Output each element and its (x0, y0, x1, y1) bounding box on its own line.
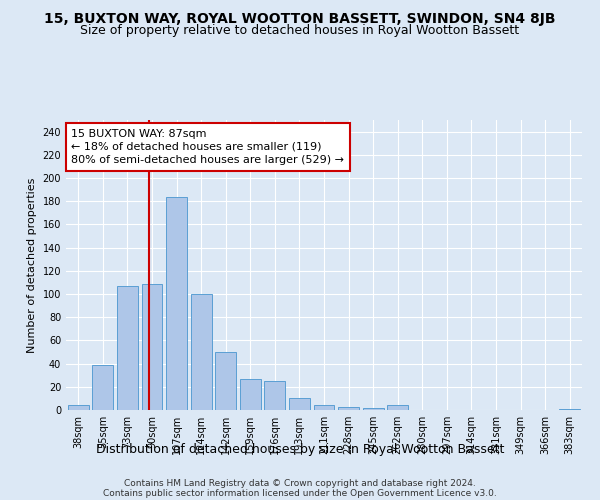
Bar (68, 406, 89, 410)
Bar (314, 406, 334, 410)
Bar (92, 365, 113, 410)
Text: Contains HM Land Registry data © Crown copyright and database right 2024.: Contains HM Land Registry data © Crown c… (124, 479, 476, 488)
Bar (559, 409, 580, 410)
Text: Contains public sector information licensed under the Open Government Licence v3: Contains public sector information licen… (103, 489, 497, 498)
Bar (265, 381, 286, 410)
Bar (387, 406, 408, 410)
Bar (215, 352, 236, 410)
Bar (166, 196, 187, 410)
Bar (289, 398, 310, 410)
Text: Size of property relative to detached houses in Royal Wootton Bassett: Size of property relative to detached ho… (80, 24, 520, 37)
Text: Distribution of detached houses by size in Royal Wootton Bassett: Distribution of detached houses by size … (96, 442, 504, 456)
Y-axis label: Number of detached properties: Number of detached properties (27, 178, 37, 352)
Bar (117, 286, 138, 410)
Bar (240, 378, 261, 410)
Bar (142, 284, 163, 410)
Bar (191, 294, 212, 410)
Text: 15 BUXTON WAY: 87sqm
← 18% of detached houses are smaller (119)
80% of semi-deta: 15 BUXTON WAY: 87sqm ← 18% of detached h… (71, 128, 344, 165)
Bar (362, 408, 383, 410)
Bar (338, 406, 359, 410)
Text: 15, BUXTON WAY, ROYAL WOOTTON BASSETT, SWINDON, SN4 8JB: 15, BUXTON WAY, ROYAL WOOTTON BASSETT, S… (44, 12, 556, 26)
